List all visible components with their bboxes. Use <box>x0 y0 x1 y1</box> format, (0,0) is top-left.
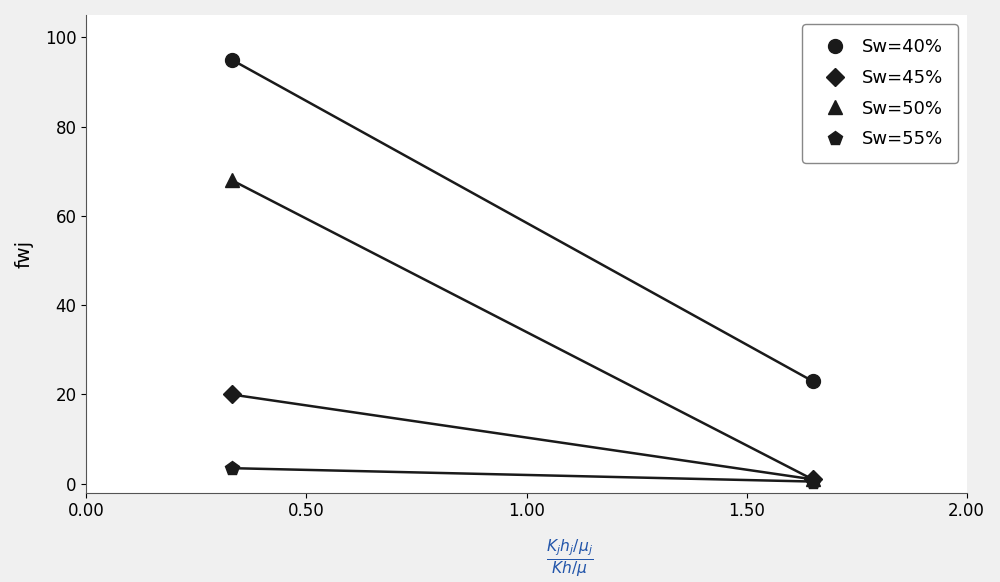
Text: $\frac{K_jh_j/\mu_j}{Kh/\mu}$: $\frac{K_jh_j/\mu_j}{Kh/\mu}$ <box>546 537 594 580</box>
Line: Sw=45%: Sw=45% <box>225 388 819 485</box>
Sw=45% <box>226 391 238 398</box>
Sw=55% <box>807 478 819 485</box>
Sw=40% <box>807 378 819 385</box>
Y-axis label: fwj: fwj <box>15 240 34 268</box>
Sw=40% <box>226 56 238 63</box>
Line: Sw=50%: Sw=50% <box>225 173 819 487</box>
Legend: Sw=40%, Sw=45%, Sw=50%, Sw=55%: Sw=40%, Sw=45%, Sw=50%, Sw=55% <box>802 24 958 163</box>
Line: Sw=40%: Sw=40% <box>225 53 819 388</box>
Sw=45% <box>807 476 819 483</box>
Sw=55% <box>226 464 238 471</box>
Sw=50% <box>226 177 238 184</box>
Sw=50% <box>807 476 819 483</box>
Line: Sw=55%: Sw=55% <box>225 461 819 488</box>
